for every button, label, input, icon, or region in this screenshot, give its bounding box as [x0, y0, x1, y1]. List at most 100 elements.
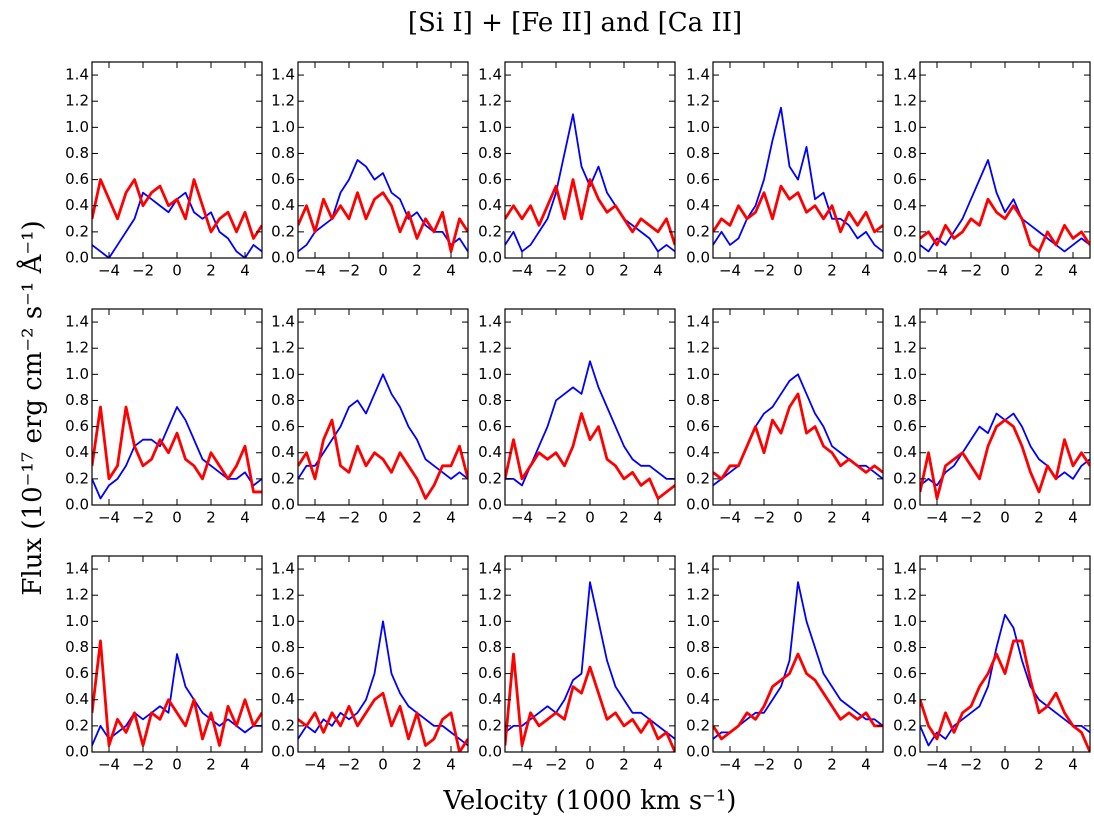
axes-frame — [297, 61, 469, 259]
x-tick-label: 0 — [793, 509, 803, 527]
panel: 0.0 0.2 0.4 0.6 0.8 1.0 1.2 1.4 −4 −2 0 2 4 — [65, 61, 263, 280]
series-line — [713, 652, 883, 741]
y-tick-label: 1.2 — [271, 92, 295, 110]
x-tick-label: −2 — [132, 756, 154, 774]
x-tick-label: −4 — [304, 756, 326, 774]
plot-area — [505, 360, 675, 500]
panel: 0.0 0.2 0.4 0.6 0.8 1.0 1.2 1.4 −4 −2 0 2 4 — [478, 555, 676, 774]
y-tick-label: 1.2 — [686, 92, 710, 110]
y-tick-label: 0.4 — [893, 196, 917, 214]
x-tick-label: 0 — [172, 756, 182, 774]
y-tick-label: 0.0 — [478, 249, 502, 267]
axes-frame — [919, 61, 1091, 259]
x-tick-label: −4 — [926, 756, 948, 774]
axes-frame — [919, 555, 1091, 753]
y-tick-label: 0.8 — [893, 391, 917, 409]
axes-frame — [504, 308, 676, 506]
x-tick-label: 2 — [827, 262, 837, 280]
y-tick-label: 1.4 — [271, 560, 295, 578]
x-tick-label: 0 — [172, 509, 182, 527]
y-tick-label: 0.6 — [271, 664, 295, 682]
y-tick-label: 0.8 — [686, 144, 710, 162]
y-tick-label: 0.0 — [893, 743, 917, 761]
y-tick-label: 1.0 — [271, 612, 295, 630]
plot-area — [92, 405, 262, 500]
x-tick-label: −4 — [719, 509, 741, 527]
y-tick-label: 0.2 — [478, 222, 502, 240]
y-tick-label: 1.4 — [65, 560, 89, 578]
x-tick-label: −2 — [753, 756, 775, 774]
x-tick-label: 0 — [378, 262, 388, 280]
x-tick-label: −4 — [98, 262, 120, 280]
x-tick-label: −2 — [960, 509, 982, 527]
axes-frame — [297, 308, 469, 506]
y-axis-label: Flux (10⁻¹⁷ erg cm⁻² s⁻¹ Å⁻¹) — [16, 220, 48, 595]
y-tick-label: 1.0 — [65, 118, 89, 136]
panel: 0.0 0.2 0.4 0.6 0.8 1.0 1.2 1.4 −4 −2 0 2 4 — [271, 61, 469, 280]
x-tick-label: 2 — [1034, 262, 1044, 280]
x-tick-label: 4 — [1068, 509, 1078, 527]
plot-area — [713, 106, 883, 253]
y-tick-label: 0.4 — [686, 196, 710, 214]
y-tick-label: 0.6 — [478, 417, 502, 435]
x-tick-label: −4 — [719, 262, 741, 280]
axes-frame — [712, 61, 884, 259]
x-tick-label: 0 — [1000, 509, 1010, 527]
series-line — [92, 178, 262, 240]
axes-frame — [504, 61, 676, 259]
y-tick-label: 1.0 — [271, 118, 295, 136]
y-tick-label: 0.2 — [893, 469, 917, 487]
y-tick-label: 0.2 — [893, 716, 917, 734]
x-tick-label: 2 — [412, 262, 422, 280]
y-tick-label: 0.6 — [65, 170, 89, 188]
y-tick-label: 0.8 — [271, 391, 295, 409]
x-tick-label: 4 — [653, 509, 663, 527]
series-line — [92, 639, 262, 747]
y-tick-label: 0.2 — [65, 469, 89, 487]
y-tick-label: 0.8 — [893, 638, 917, 656]
y-tick-label: 1.0 — [478, 365, 502, 383]
x-tick-label: −4 — [98, 509, 120, 527]
x-tick-label: 2 — [206, 756, 216, 774]
x-tick-label: −2 — [545, 509, 567, 527]
y-tick-label: 0.2 — [65, 222, 89, 240]
x-tick-label: −2 — [132, 262, 154, 280]
x-tick-label: −4 — [926, 509, 948, 527]
x-tick-label: 0 — [793, 262, 803, 280]
y-tick-label: 1.4 — [271, 313, 295, 331]
y-tick-label: 1.0 — [686, 365, 710, 383]
x-tick-label: 2 — [412, 509, 422, 527]
y-tick-label: 1.0 — [478, 118, 502, 136]
panel: 0.0 0.2 0.4 0.6 0.8 1.0 1.2 1.4 −4 −2 0 2 4 — [478, 61, 676, 280]
x-tick-label: 4 — [861, 262, 871, 280]
y-tick-label: 1.0 — [686, 118, 710, 136]
series-line — [92, 405, 262, 494]
x-tick-label: −4 — [511, 509, 533, 527]
series-line — [920, 639, 1090, 752]
y-tick-label: 0.0 — [271, 743, 295, 761]
axes-frame — [91, 555, 263, 753]
series-line — [505, 412, 675, 500]
y-tick-label: 0.4 — [271, 690, 295, 708]
plot-area — [920, 613, 1090, 752]
y-tick-label: 0.8 — [686, 391, 710, 409]
x-tick-label: −2 — [338, 509, 360, 527]
x-tick-label: −4 — [926, 262, 948, 280]
x-tick-label: 0 — [585, 756, 595, 774]
series-line — [920, 613, 1090, 747]
panel: 0.0 0.2 0.4 0.6 0.8 1.0 1.2 1.4 −4 −2 0 2 4 — [686, 308, 884, 527]
series-line — [505, 178, 675, 246]
x-tick-label: −2 — [960, 756, 982, 774]
series-line — [920, 159, 1090, 253]
y-tick-label: 0.6 — [686, 417, 710, 435]
y-tick-label: 0.8 — [271, 144, 295, 162]
panel: 0.0 0.2 0.4 0.6 0.8 1.0 1.2 1.4 −4 −2 0 2 4 — [271, 555, 469, 774]
series-line — [298, 191, 468, 253]
y-tick-label: 0.4 — [478, 690, 502, 708]
plot-area — [920, 412, 1090, 500]
y-tick-label: 1.2 — [478, 339, 502, 357]
series-line — [920, 197, 1090, 253]
axes-frame — [91, 308, 263, 506]
x-tick-label: 0 — [585, 509, 595, 527]
